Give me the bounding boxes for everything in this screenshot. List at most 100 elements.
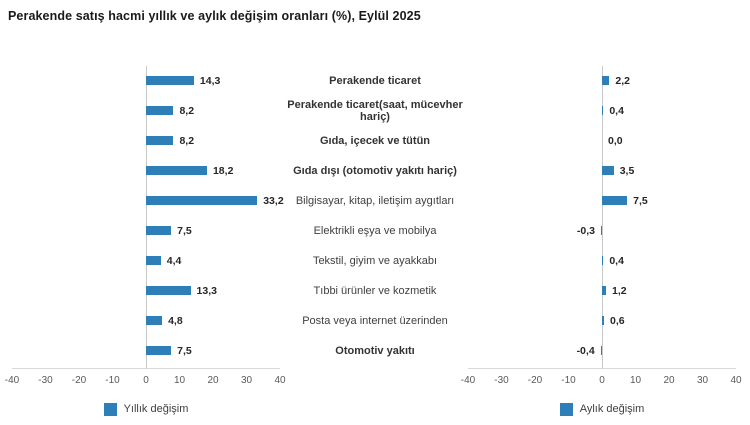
x-axis-tick-label: 20	[663, 375, 675, 386]
value-label: 8,2	[179, 135, 195, 147]
annual-change-bar	[146, 346, 172, 355]
category-label: Otomotiv yakıtı	[335, 344, 415, 357]
bar-row: 8,2	[12, 126, 280, 156]
monthly-change-bar	[600, 226, 602, 235]
monthly-change-bar	[602, 196, 628, 205]
value-label: 14,3	[199, 75, 221, 87]
x-axis-tick-label: -40	[4, 375, 20, 386]
value-label: 33,2	[263, 195, 284, 207]
value-label: 4,8	[168, 315, 183, 327]
x-axis-tick-label: 40	[730, 375, 742, 386]
category-labels-column: Perakende ticaret Perakende ticaret(saat,…	[283, 66, 467, 368]
category-label: Perakende ticaret	[329, 74, 421, 87]
x-axis-tick-label: -10	[561, 375, 576, 386]
value-label: 3,5	[619, 165, 635, 177]
value-label: 1,2	[612, 285, 627, 297]
x-axis-tick-label: -10	[105, 375, 120, 386]
value-label: -0,4	[576, 345, 595, 357]
bar-row: 7,5	[12, 336, 280, 366]
annual-legend: Yıllık değişim	[12, 401, 280, 417]
bar-row: 7,5	[12, 216, 280, 246]
monthly-change-bar	[602, 286, 607, 295]
monthly-change-bar	[602, 76, 610, 85]
x-axis-tick-label: 10	[629, 375, 642, 386]
x-axis-tick-label: -30	[494, 375, 509, 386]
category-label: Bilgisayar, kitap, iletişim aygıtları	[295, 194, 455, 207]
annual-change-bar	[146, 166, 207, 175]
bar-row: -0,4	[468, 336, 736, 366]
value-label: 18,2	[212, 165, 234, 177]
legend-label: Aylık değişim	[579, 403, 645, 415]
category-label: Posta veya internet üzerinden	[302, 314, 448, 327]
bar-row: 0,6	[468, 306, 736, 336]
category-label: Elektrikli eşya ve mobilya	[313, 224, 437, 237]
x-axis-tick-label: -20	[71, 375, 87, 386]
bar-row: 7,5	[468, 186, 736, 216]
value-label: 0,4	[609, 105, 624, 117]
chart-title: Perakende satış hacmi yıllık ve aylık de…	[8, 9, 421, 23]
value-label: 8,2	[179, 105, 195, 117]
bar-row: 13,3	[12, 276, 280, 306]
bar-row: 4,4	[12, 246, 280, 276]
annual-change-bar	[146, 226, 172, 235]
annual-change-plot: 14,3 8,2 8,2 18,2 33,2 7,5 4,4 13,3 4,8 7,5	[12, 66, 284, 369]
bar-row: 0,4	[468, 96, 736, 126]
bar-row: 2,2	[468, 66, 736, 96]
bar-row: 0,4	[468, 246, 736, 276]
zero-axis-line	[602, 66, 603, 369]
x-axis-tick-label: 10	[173, 375, 186, 386]
value-label: 0,6	[610, 315, 625, 327]
value-label: 2,2	[615, 75, 630, 87]
annual-change-bar	[146, 286, 191, 295]
x-axis-tick-label: 30	[240, 375, 253, 386]
annual-change-bar	[146, 316, 163, 325]
category-label: Gıda dışı (otomotiv yakıtı hariç)	[293, 164, 457, 177]
value-label: 13,3	[196, 285, 217, 297]
value-label: 7,5	[177, 345, 192, 357]
monthly-change-bar	[602, 166, 614, 175]
zero-axis-line	[146, 66, 147, 369]
value-label: 7,5	[633, 195, 648, 207]
legend-swatch-icon	[103, 402, 117, 416]
category-label: Tekstil, giyim ve ayakkabı	[312, 254, 438, 267]
annual-x-axis: -40 -30 -20 -10 0 10 20 30 40	[5, 375, 286, 389]
bar-row: 8,2	[12, 96, 280, 126]
value-label: 0,4	[609, 255, 624, 267]
bar-row: 33,2	[12, 186, 284, 216]
x-axis-tick-label: 20	[207, 375, 219, 386]
annual-change-bar	[146, 76, 194, 85]
legend-label: Yıllık değişim	[123, 403, 189, 415]
value-label: 4,4	[166, 255, 182, 267]
x-axis-tick-label: -20	[527, 375, 543, 386]
monthly-change-bar	[602, 106, 604, 115]
annual-change-bar	[146, 196, 258, 205]
annual-change-bar	[146, 256, 161, 265]
annual-change-bar	[146, 136, 174, 145]
value-label: 0,0	[608, 135, 623, 147]
category-label: Perakende ticaret(saat, mücevher hariç)	[287, 98, 463, 124]
bar-row: 0,0	[468, 126, 736, 156]
x-axis-tick-label: -40	[460, 375, 476, 386]
monthly-change-bar	[602, 316, 604, 325]
x-axis-tick-label: 30	[696, 375, 709, 386]
category-label: Gıda, içecek ve tütün	[319, 134, 431, 147]
x-axis-tick-label: -30	[38, 375, 53, 386]
bar-row: 3,5	[468, 156, 736, 186]
bar-row: 1,2	[468, 276, 736, 306]
monthly-change-bar	[600, 346, 602, 355]
x-axis-tick-label: 40	[274, 375, 286, 386]
legend-swatch-icon	[559, 402, 573, 416]
value-label: 7,5	[177, 225, 192, 237]
bar-row: -0,3	[468, 216, 736, 246]
monthly-change-bar	[602, 256, 604, 265]
monthly-x-axis: -40 -30 -20 -10 0 10 20 30 40	[461, 375, 742, 389]
x-axis-tick-label: 0	[599, 375, 605, 386]
bar-row: 4,8	[12, 306, 280, 336]
annual-change-bar	[146, 106, 174, 115]
monthly-change-plot: 2,2 0,4 0,0 3,5 7,5 -0,3 0,4 1,2 0,6 -0,4	[468, 66, 736, 369]
monthly-legend: Aylık değişim	[468, 401, 736, 417]
category-label: Tıbbi ürünler ve kozmetik	[313, 284, 437, 297]
bar-row: 18,2	[12, 156, 280, 186]
bar-row: 14,3	[12, 66, 280, 96]
value-label: -0,3	[576, 225, 595, 237]
